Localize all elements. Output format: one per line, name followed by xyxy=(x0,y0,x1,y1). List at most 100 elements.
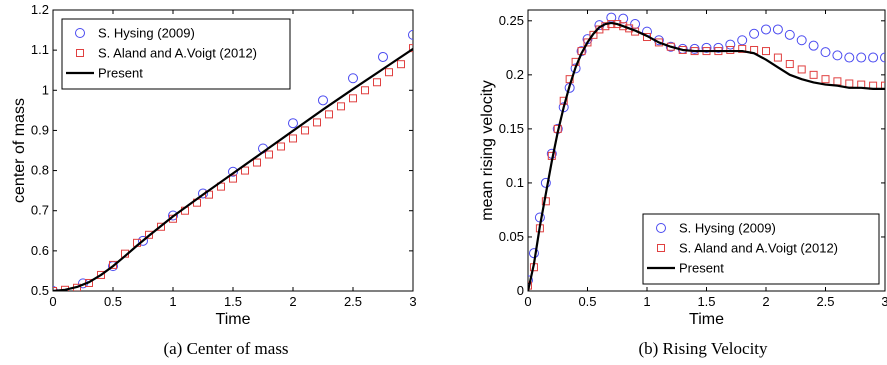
legend-label: S. Hysing (2009) xyxy=(679,221,776,236)
data-point-hysing xyxy=(318,95,328,106)
data-point-hysing xyxy=(749,28,760,39)
plot-area xyxy=(53,29,413,291)
y-tick-label: 0.5 xyxy=(31,283,49,298)
data-point-aland-voigt xyxy=(265,150,273,159)
data-point-aland-voigt xyxy=(277,142,285,151)
y-tick-label: 0.7 xyxy=(31,203,49,218)
y-tick-label: 0.8 xyxy=(31,163,49,178)
data-point-aland-voigt xyxy=(845,79,854,88)
data-point-aland-voigt xyxy=(301,126,309,135)
data-point-hysing xyxy=(856,52,867,63)
data-point-aland-voigt xyxy=(361,86,369,95)
x-tick-label: 0 xyxy=(49,294,56,309)
panel-center-of-mass: 0 0.5 1 1.5 2 2.5 30.50.60.70.80.911.11.2Timec… xyxy=(11,2,417,358)
data-point-aland-voigt xyxy=(833,77,842,86)
data-point-hysing xyxy=(844,52,855,63)
data-point-hysing xyxy=(796,35,807,46)
series-line-present xyxy=(53,48,413,291)
y-tick-label: 1.1 xyxy=(31,42,49,57)
data-point-aland-voigt xyxy=(589,30,598,39)
data-point-hysing xyxy=(378,51,388,62)
data-point-hysing xyxy=(737,35,748,46)
x-tick-label: 2.5 xyxy=(344,294,362,309)
data-point-aland-voigt xyxy=(325,110,333,119)
legend: S. Hysing (2009) S. Aland and A.Voigt (20… xyxy=(642,213,880,285)
data-point-aland-voigt xyxy=(809,70,818,79)
legend-box xyxy=(642,213,880,285)
x-tick-label: 0.5 xyxy=(578,294,596,309)
data-point-hysing xyxy=(408,29,413,40)
data-point-hysing xyxy=(618,13,629,24)
data-point-hysing xyxy=(630,19,641,30)
data-point-aland-voigt xyxy=(289,134,297,143)
data-point-hysing xyxy=(540,177,551,188)
data-point-aland-voigt xyxy=(397,60,405,69)
y-tick-label: 0.15 xyxy=(499,121,524,136)
x-tick-label: 1 xyxy=(169,294,176,309)
data-point-hysing xyxy=(348,73,358,84)
data-point-aland-voigt xyxy=(253,158,261,167)
data-point-aland-voigt xyxy=(881,81,885,90)
data-point-aland-voigt xyxy=(797,65,806,74)
data-point-aland-voigt xyxy=(313,118,321,127)
data-point-hysing xyxy=(528,275,533,286)
data-point-aland-voigt xyxy=(349,94,357,103)
data-point-aland-voigt xyxy=(157,222,165,231)
series-line-present xyxy=(528,21,885,291)
data-point-hysing xyxy=(725,39,736,50)
data-point-aland-voigt xyxy=(385,68,393,77)
data-point-aland-voigt xyxy=(409,44,413,53)
data-point-aland-voigt xyxy=(145,230,153,239)
figure-caption: (b) Rising Velocity xyxy=(638,339,768,358)
data-point-aland-voigt xyxy=(229,174,237,183)
y-tick-label: 1 xyxy=(42,82,49,97)
legend-box xyxy=(61,18,291,90)
data-point-hysing xyxy=(570,63,581,74)
legend-label: S. Aland and A.Voigt (2012) xyxy=(679,241,838,256)
figure-caption: (a) Center of mass xyxy=(163,339,288,358)
x-tick-label: 1 xyxy=(643,294,650,309)
data-point-hysing xyxy=(761,24,771,35)
data-point-hysing xyxy=(701,42,712,53)
data-point-aland-voigt xyxy=(528,281,532,290)
data-point-aland-voigt xyxy=(241,166,249,175)
x-tick-label: 0 xyxy=(524,294,531,309)
data-point-aland-voigt xyxy=(619,22,628,31)
plot-area xyxy=(528,12,885,291)
data-point-aland-voigt xyxy=(654,38,663,47)
data-point-hysing xyxy=(288,118,298,129)
data-point-aland-voigt xyxy=(738,44,747,53)
data-point-hysing xyxy=(772,24,783,35)
data-point-hysing xyxy=(820,47,831,58)
data-point-hysing xyxy=(713,42,724,53)
y-tick-label: 0.1 xyxy=(506,175,524,190)
data-point-aland-voigt xyxy=(762,47,770,56)
y-axis-label: mean rising velocity xyxy=(479,80,496,221)
y-tick-label: 0 xyxy=(517,283,524,298)
x-axis-label: Time xyxy=(689,311,724,328)
x-axis-label: Time xyxy=(216,311,251,328)
data-point-hysing xyxy=(138,235,148,246)
legend-label: Present xyxy=(679,261,724,276)
data-point-hysing xyxy=(808,40,819,51)
legend-marker-circle xyxy=(75,28,85,38)
legend: S. Hysing (2009) S. Aland and A.Voigt (20… xyxy=(61,18,291,90)
legend-label: S. Hysing (2009) xyxy=(98,26,195,41)
data-point-aland-voigt xyxy=(785,60,794,69)
data-point-aland-voigt xyxy=(337,102,345,111)
data-point-aland-voigt xyxy=(97,270,105,279)
y-tick-label: 0.9 xyxy=(31,122,49,137)
x-tick-label: 1.5 xyxy=(224,294,242,309)
data-point-aland-voigt xyxy=(773,53,782,62)
x-tick-label: 2 xyxy=(762,294,769,309)
data-point-hysing xyxy=(832,50,843,61)
y-tick-label: 0.05 xyxy=(499,229,524,244)
data-point-aland-voigt xyxy=(373,78,381,87)
legend-label: Present xyxy=(98,66,143,81)
legend-marker-square xyxy=(76,49,84,57)
data-point-aland-voigt xyxy=(583,38,592,47)
data-point-hysing xyxy=(168,210,178,221)
legend-marker-square xyxy=(657,244,665,252)
data-point-hysing xyxy=(198,188,208,199)
